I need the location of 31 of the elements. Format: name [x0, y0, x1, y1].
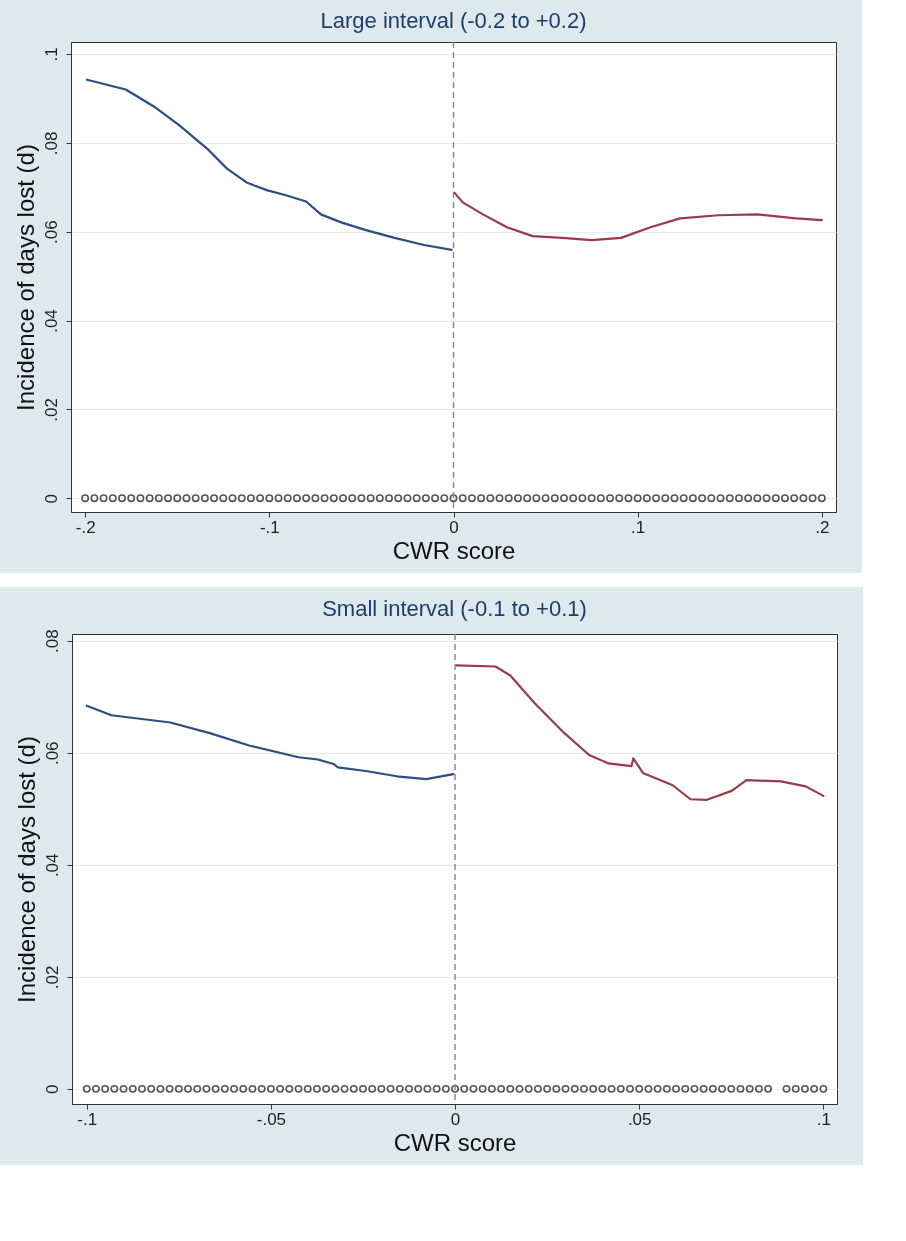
y-tick-label: .02 [42, 965, 62, 990]
y-tick-label: .04 [41, 309, 61, 333]
x-tick-label: -.2 [75, 517, 96, 537]
x-tick-label: .1 [631, 517, 646, 537]
x-tick-label: -.05 [256, 1109, 287, 1129]
chart-title: Small interval (-0.1 to +0.1) [322, 595, 587, 621]
x-tick-label: .1 [816, 1109, 831, 1129]
y-tick-label: 0 [42, 1084, 62, 1095]
line-series [453, 191, 823, 242]
x-tick-label: .2 [815, 517, 830, 537]
y-tick-label: 0 [41, 493, 61, 504]
y-axis-title: Incidence of days lost (d) [11, 144, 39, 411]
x-tick-label: 0 [449, 517, 459, 537]
y-axis-title: Incidence of days lost (d) [12, 736, 40, 1003]
y-tick-label: .08 [42, 629, 62, 654]
x-tick-label: -.1 [77, 1109, 98, 1129]
line-series [85, 78, 453, 251]
x-tick-label: .05 [627, 1109, 652, 1129]
line-series [85, 704, 455, 781]
y-tick-label: .02 [41, 398, 61, 422]
chart-title: Large interval (-0.2 to +0.2) [320, 8, 587, 34]
x-axis-title: CWR score [393, 1128, 517, 1156]
x-tick-label: 0 [450, 1109, 461, 1129]
y-tick-label: .08 [41, 131, 61, 156]
x-tick-label: -.1 [259, 517, 280, 537]
y-tick-label: .04 [42, 853, 62, 878]
x-axis-title: CWR score [392, 536, 516, 564]
y-tick-label: .06 [41, 220, 61, 245]
y-tick-label: .1 [41, 47, 61, 62]
y-tick-label: .06 [42, 741, 62, 766]
line-series [455, 664, 825, 801]
